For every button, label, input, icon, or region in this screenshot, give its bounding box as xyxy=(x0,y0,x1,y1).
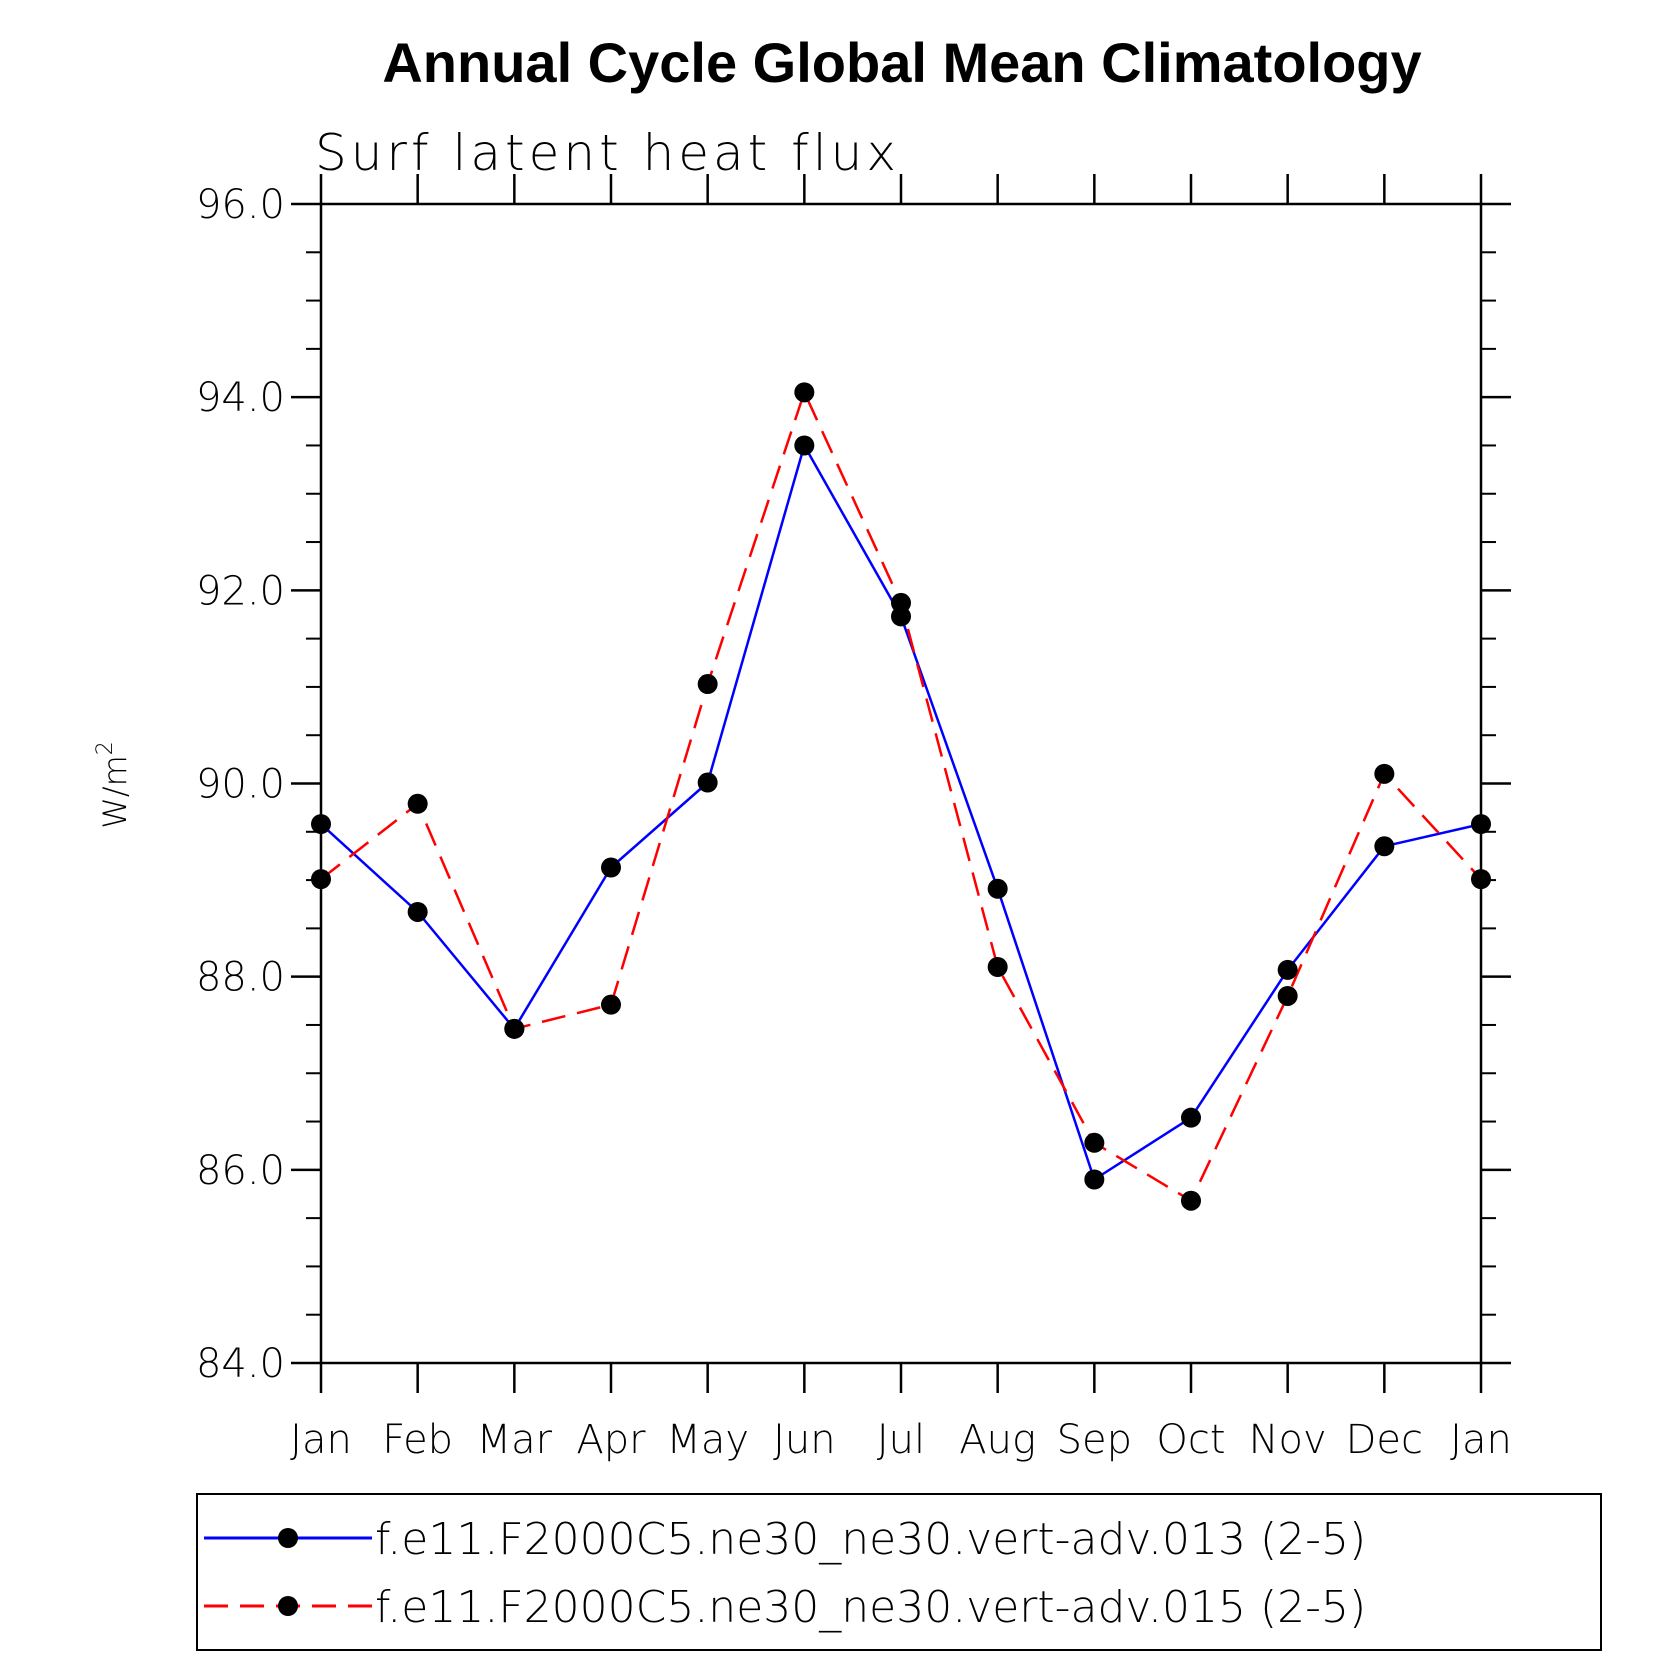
legend-label-series-2: f.e11.F2000C5.ne30_ne30.vert-adv.015 (2-… xyxy=(375,1582,1366,1633)
x-tick-label: Sep xyxy=(1057,1417,1132,1463)
data-point-series-2 xyxy=(891,592,911,613)
x-tick-label: Jul xyxy=(877,1417,925,1463)
data-point-series-2 xyxy=(311,869,331,890)
y-tick-label: 88.0 xyxy=(196,955,285,1001)
x-tick-label: Mar xyxy=(477,1417,553,1463)
data-point-series-1 xyxy=(601,857,621,878)
data-point-series-2 xyxy=(794,382,815,403)
x-tick-label: Nov xyxy=(1249,1417,1327,1463)
data-point-series-1 xyxy=(1374,836,1395,857)
y-tick-label: 84.0 xyxy=(196,1341,285,1387)
data-point-series-2 xyxy=(1374,763,1395,784)
x-tick-label: Oct xyxy=(1156,1417,1225,1463)
data-point-series-1 xyxy=(1181,1107,1201,1128)
data-point-series-2 xyxy=(601,994,621,1015)
data-point-series-2 xyxy=(697,674,718,695)
plot-frame xyxy=(319,202,1483,1365)
data-point-series-2 xyxy=(1277,985,1298,1006)
data-point-series-1 xyxy=(697,772,718,793)
data-point-series-1 xyxy=(1277,959,1298,980)
chart-title: Annual Cycle Global Mean Climatology xyxy=(382,31,1421,94)
x-tick-label: Dec xyxy=(1346,1417,1423,1463)
data-point-series-2 xyxy=(504,1018,525,1039)
data-point-series-1 xyxy=(1471,814,1491,835)
x-tick-label: Apr xyxy=(576,1417,646,1463)
data-point-series-2 xyxy=(1084,1132,1105,1153)
data-point-series-2 xyxy=(1181,1190,1201,1211)
x-tick-label: May xyxy=(666,1417,749,1463)
data-point-series-1 xyxy=(794,435,815,456)
series-layer xyxy=(311,382,1491,1211)
data-point-series-2 xyxy=(407,793,428,814)
x-tick-label: Jan xyxy=(1450,1417,1512,1463)
series-line-1 xyxy=(320,444,1482,1181)
legend-box xyxy=(196,1493,1602,1651)
y-tick-label: 86.0 xyxy=(196,1148,285,1194)
legend-marker-series-2 xyxy=(278,1596,298,1616)
y-tick-label: 94.0 xyxy=(196,375,285,421)
y-tick-label: 96.0 xyxy=(196,182,285,228)
legend-label-series-1: f.e11.F2000C5.ne30_ne30.vert-adv.013 (2-… xyxy=(375,1514,1366,1565)
data-point-series-1 xyxy=(1084,1169,1105,1190)
legend: f.e11.F2000C5.ne30_ne30.vert-adv.013 (2-… xyxy=(196,1493,1602,1651)
data-point-series-2 xyxy=(1471,869,1491,890)
x-tick-label: Jun xyxy=(773,1417,836,1463)
data-point-series-2 xyxy=(987,957,1008,978)
data-point-series-1 xyxy=(311,814,331,835)
y-tick-label: 90.0 xyxy=(196,762,285,808)
y-tick-label: 92.0 xyxy=(196,568,285,614)
x-tick-label: Jan xyxy=(290,1417,352,1463)
series-line-2 xyxy=(320,391,1482,1202)
legend-marker-series-1 xyxy=(278,1528,298,1548)
y-axis-label-superscript: 2 xyxy=(93,741,118,755)
data-point-series-1 xyxy=(407,901,428,922)
chart-subtitle: Surf latent heat flux xyxy=(315,124,900,182)
y-axis-label-unit: W/m xyxy=(96,755,134,829)
y-axis-label: W/m2 xyxy=(93,741,134,829)
plot-axes: 84.0 86.0 88.0 90.0 92.0 94.0 96.0 Jan Feb Mar Apr… xyxy=(196,174,1512,1463)
x-tick-label: Feb xyxy=(382,1417,453,1463)
data-point-series-1 xyxy=(987,878,1008,899)
x-tick-label: Aug xyxy=(959,1417,1036,1463)
